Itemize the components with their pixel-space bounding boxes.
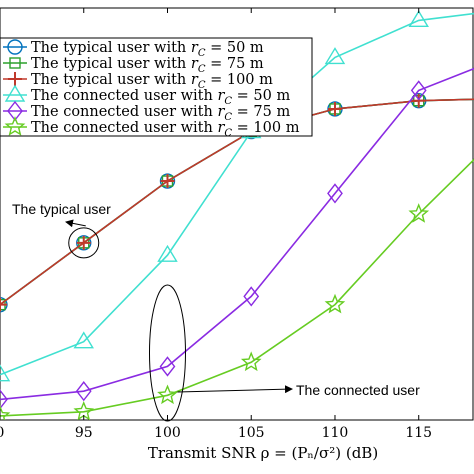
- legend-item: The typical user with rC = 100 m: [3, 72, 273, 91]
- x-tick-label: 100: [154, 425, 181, 441]
- series-5-point: [243, 286, 260, 307]
- legend-label: The connected user with rC = 75 m: [31, 104, 290, 123]
- x-tick-label: 95: [75, 425, 93, 441]
- legend-item: The connected user with rC = 100 m: [3, 116, 300, 139]
- legend-label: The typical user with rC = 100 m: [31, 72, 273, 91]
- series-5: [0, 67, 474, 410]
- legend-label: The typical user with rC = 75 m: [31, 56, 264, 75]
- annotation-layer: The typical user The connected user: [12, 201, 420, 422]
- series-6-point: [157, 384, 178, 405]
- series-4-point: [73, 331, 94, 349]
- legend-box: [0, 37, 313, 137]
- series-4-point: [324, 47, 346, 65]
- annotation-arrow: [65, 219, 86, 228]
- legend-item: The typical user with rC = 50 m: [3, 39, 264, 59]
- annotation-typical-user: The typical user: [12, 201, 111, 217]
- legend-item: The connected user with rC = 50 m: [3, 84, 290, 107]
- legend-marker: [9, 57, 21, 69]
- legend-marker: [8, 72, 22, 86]
- legend-marker: [4, 116, 26, 136]
- series-6-point: [240, 351, 262, 372]
- series-6-point: [408, 203, 430, 223]
- x-axis-label: Transmit SNR ρ = (Pₙ/σ²) (dB): [148, 444, 378, 462]
- series-4-point: [408, 9, 429, 28]
- series-3-point: [0, 297, 7, 312]
- series-3-point: [160, 174, 175, 189]
- x-tick-label: 110: [322, 425, 349, 441]
- series-6-point: [324, 293, 346, 314]
- x-tick-label: 105: [238, 425, 265, 441]
- legend-item: The typical user with rC = 75 m: [3, 56, 264, 75]
- series-5-point: [75, 381, 92, 402]
- series-4-point: [157, 244, 178, 262]
- series-5-point: [0, 389, 8, 410]
- annotation-ellipse: [148, 284, 186, 422]
- series-3-point: [327, 101, 342, 116]
- series-3-point: [76, 235, 91, 250]
- series-5-point: [410, 80, 427, 101]
- x-tick-label: 115: [405, 425, 432, 441]
- annotation-circle: [68, 227, 100, 259]
- series-5-line: [0, 67, 474, 401]
- legend-marker: [7, 39, 23, 55]
- series-6-point: [0, 405, 11, 420]
- axis-layer: 0 95 100 105 110 115 Transmit SNR ρ = (Pₙ/σ²) …: [0, 8, 432, 462]
- series-5-point: [159, 356, 176, 377]
- x-tick-label: 0: [0, 425, 4, 441]
- series-6-line: [0, 158, 474, 417]
- series-5-point: [327, 183, 343, 204]
- legend-label: The connected user with rC = 50 m: [31, 88, 290, 107]
- plot-area: [0, 7, 474, 421]
- legend-marker: [7, 100, 23, 122]
- series-6: [0, 158, 474, 420]
- annotation-arrow: [177, 385, 293, 394]
- legend-item: The connected user with rC = 75 m: [3, 100, 290, 123]
- series-3-point: [411, 93, 426, 108]
- series-4-point: [0, 364, 11, 382]
- legend-label: The typical user with rC = 50 m: [31, 40, 264, 59]
- legend-label: The connected user with rC = 100 m: [31, 120, 300, 139]
- plot-frame: [0, 7, 474, 421]
- annotation-connected-user: The connected user: [296, 382, 420, 398]
